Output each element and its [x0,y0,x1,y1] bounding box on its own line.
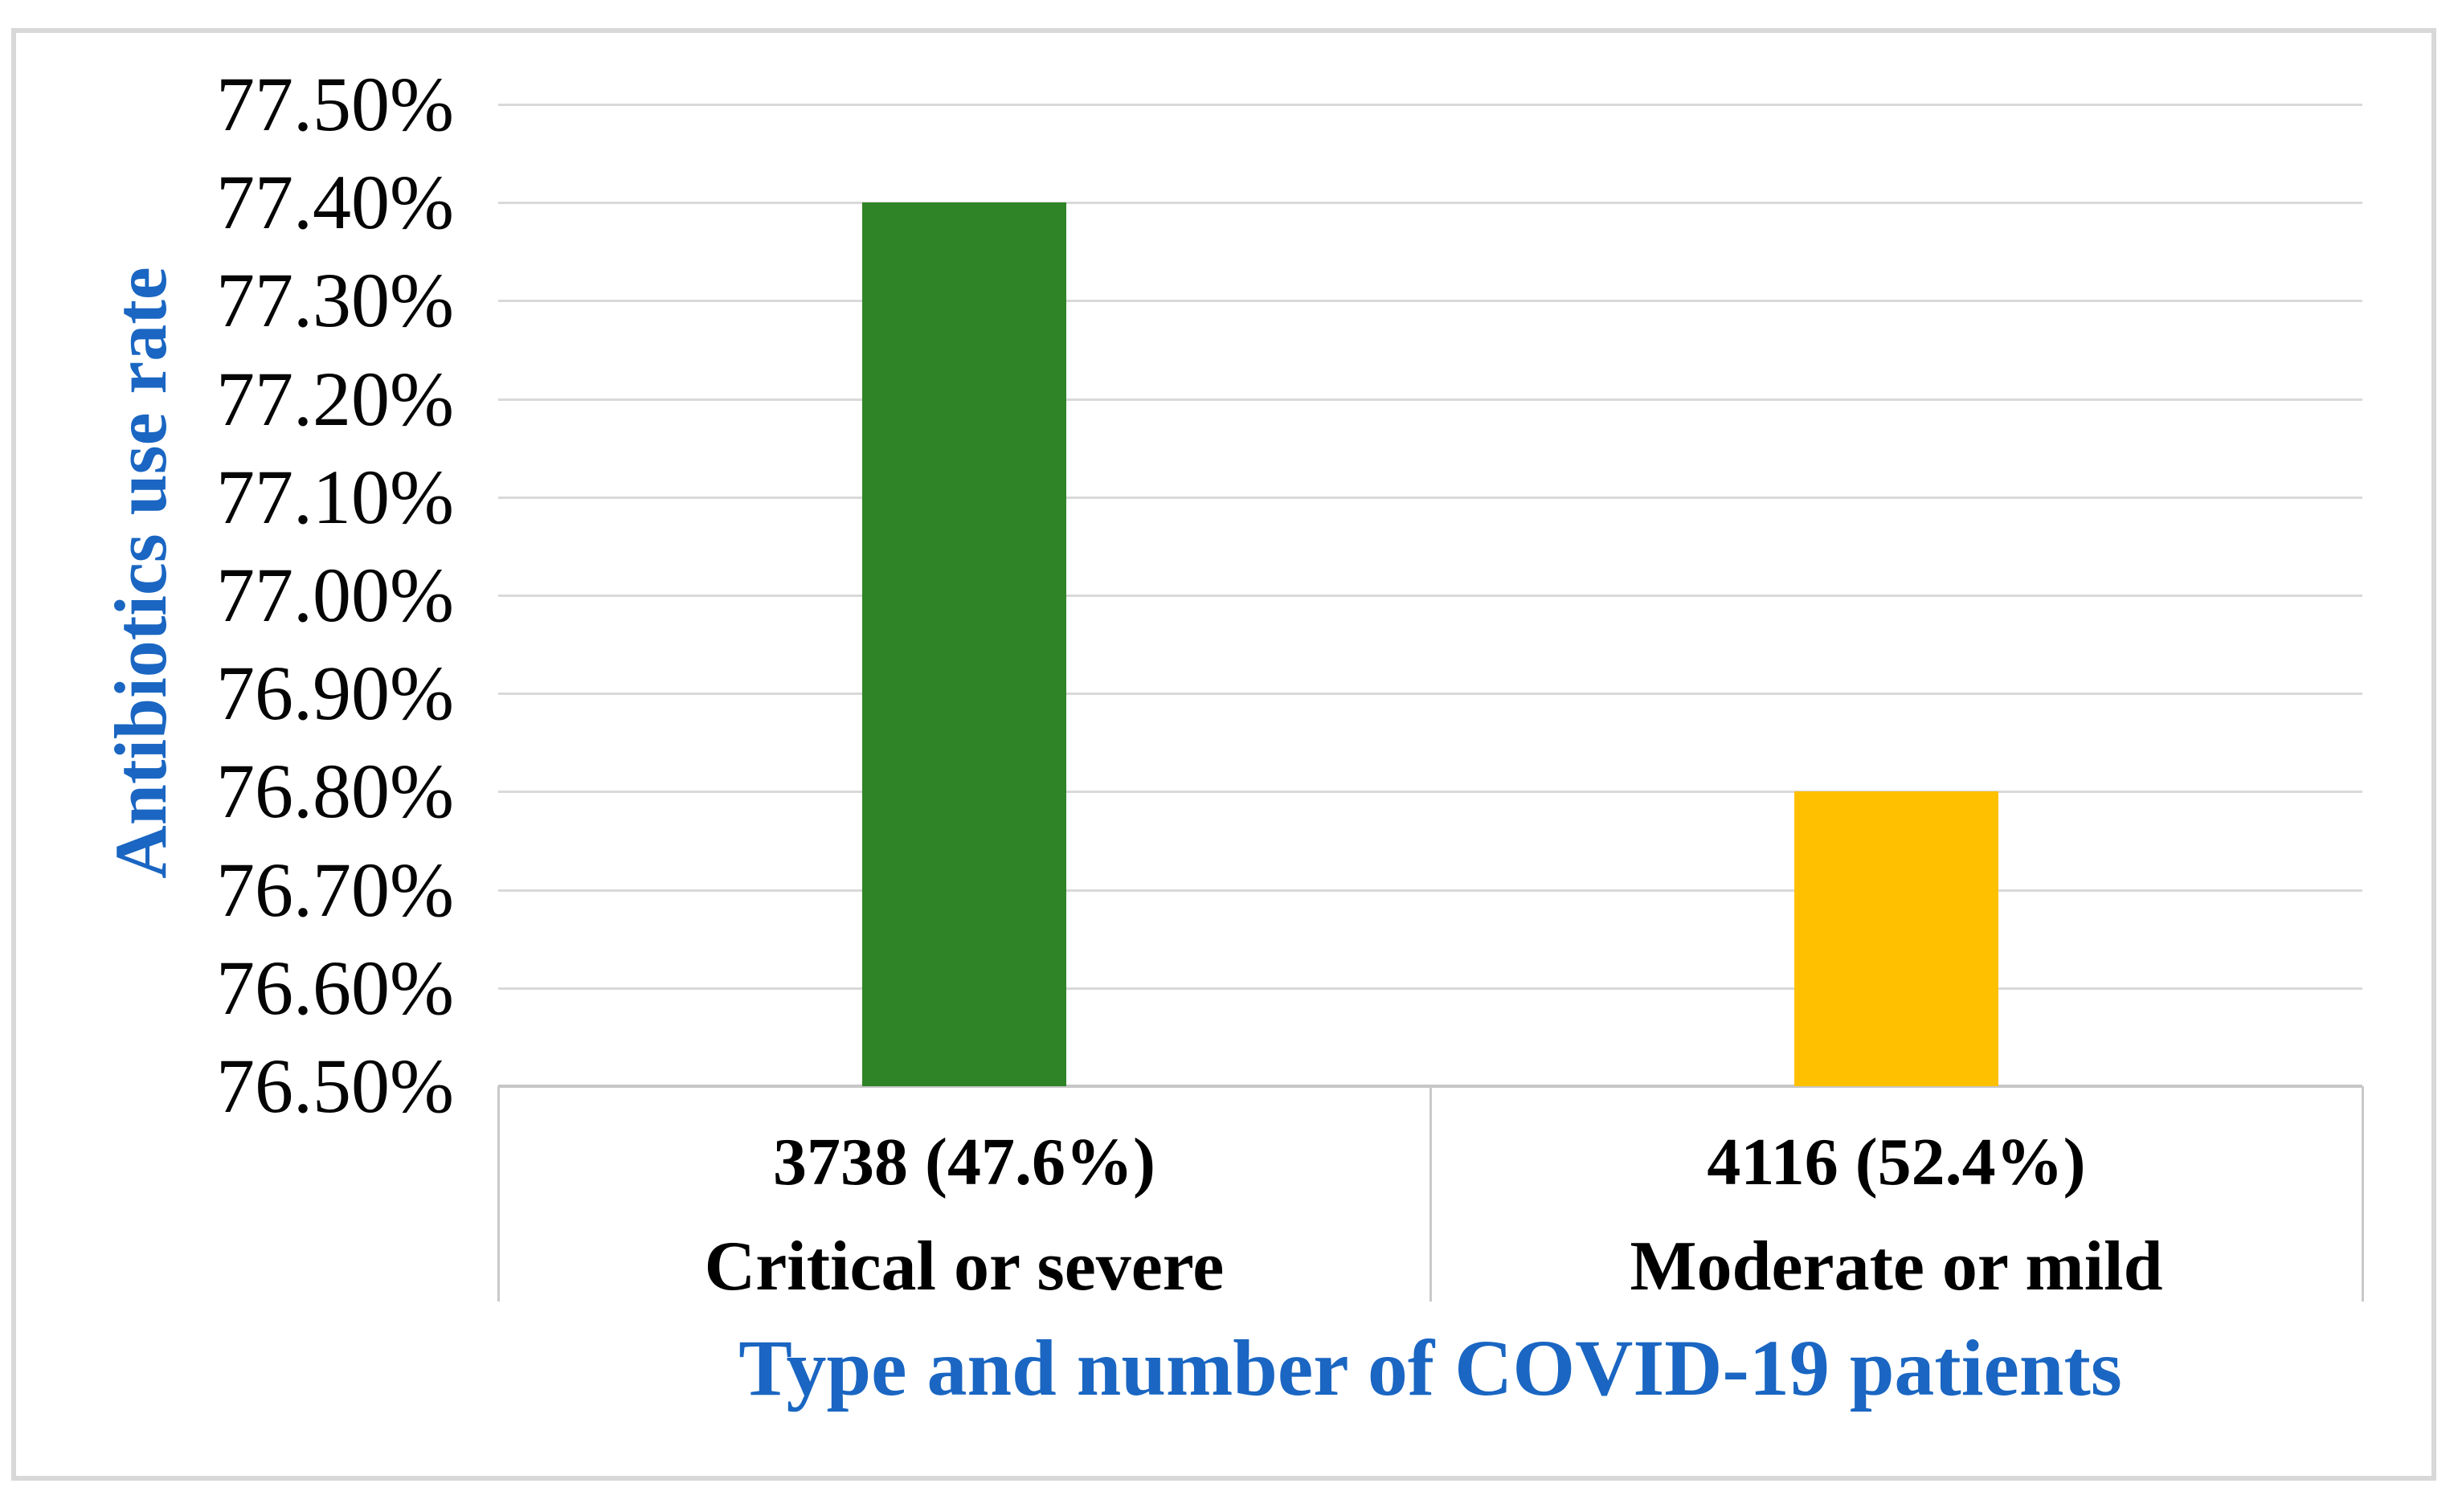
gridline [498,693,2362,696]
category-tick-divider [1429,1086,1432,1302]
y-tick-label: 77.30% [216,257,454,344]
category-tick-divider [497,1086,500,1302]
gridline [498,300,2362,303]
category-tick-divider [2361,1086,2364,1302]
gridline [498,496,2362,499]
bar-critical-or-severe [862,202,1066,1086]
y-tick-label: 77.50% [216,61,454,147]
bar-moderate-or-mild [1794,791,1998,1086]
y-tick-label: 77.20% [216,355,454,442]
figure-border [11,28,2436,1481]
y-tick-label: 76.70% [216,846,454,933]
category-axis-band: 3738 (47.6%) Critical or severe 4116 (52… [497,1086,2364,1306]
gridline [498,104,2362,106]
gridline [498,987,2362,990]
gridline [498,398,2362,401]
gridline [498,889,2362,892]
y-tick-label: 77.10% [216,453,454,540]
category-name-label: Moderate or mild [1630,1228,2163,1306]
category-name-label: Critical or severe [704,1228,1225,1306]
category-count-label: 4116 (52.4%) [1707,1125,2086,1199]
gridline [498,791,2362,794]
y-tick-label: 76.60% [216,944,454,1031]
category-cell-critical-or-severe: 3738 (47.6%) Critical or severe [498,1086,1430,1306]
y-tick-label: 76.80% [216,748,454,835]
x-axis-title: Type and number of COVID-19 patients [738,1323,2122,1412]
gridline [498,202,2362,205]
y-tick-label: 77.00% [216,552,454,638]
category-count-label: 3738 (47.6%) [773,1125,1155,1199]
category-cell-moderate-or-mild: 4116 (52.4%) Moderate or mild [1430,1086,2362,1306]
y-tick-label: 77.40% [216,159,454,246]
plot-area [498,104,2362,1088]
y-axis-tick-labels: 77.50% 77.40% 77.30% 77.20% 77.10% 77.00% 76.9… [0,66,454,1125]
y-tick-label: 76.50% [216,1043,454,1129]
gridline [498,595,2362,597]
y-tick-label: 76.90% [216,650,454,737]
